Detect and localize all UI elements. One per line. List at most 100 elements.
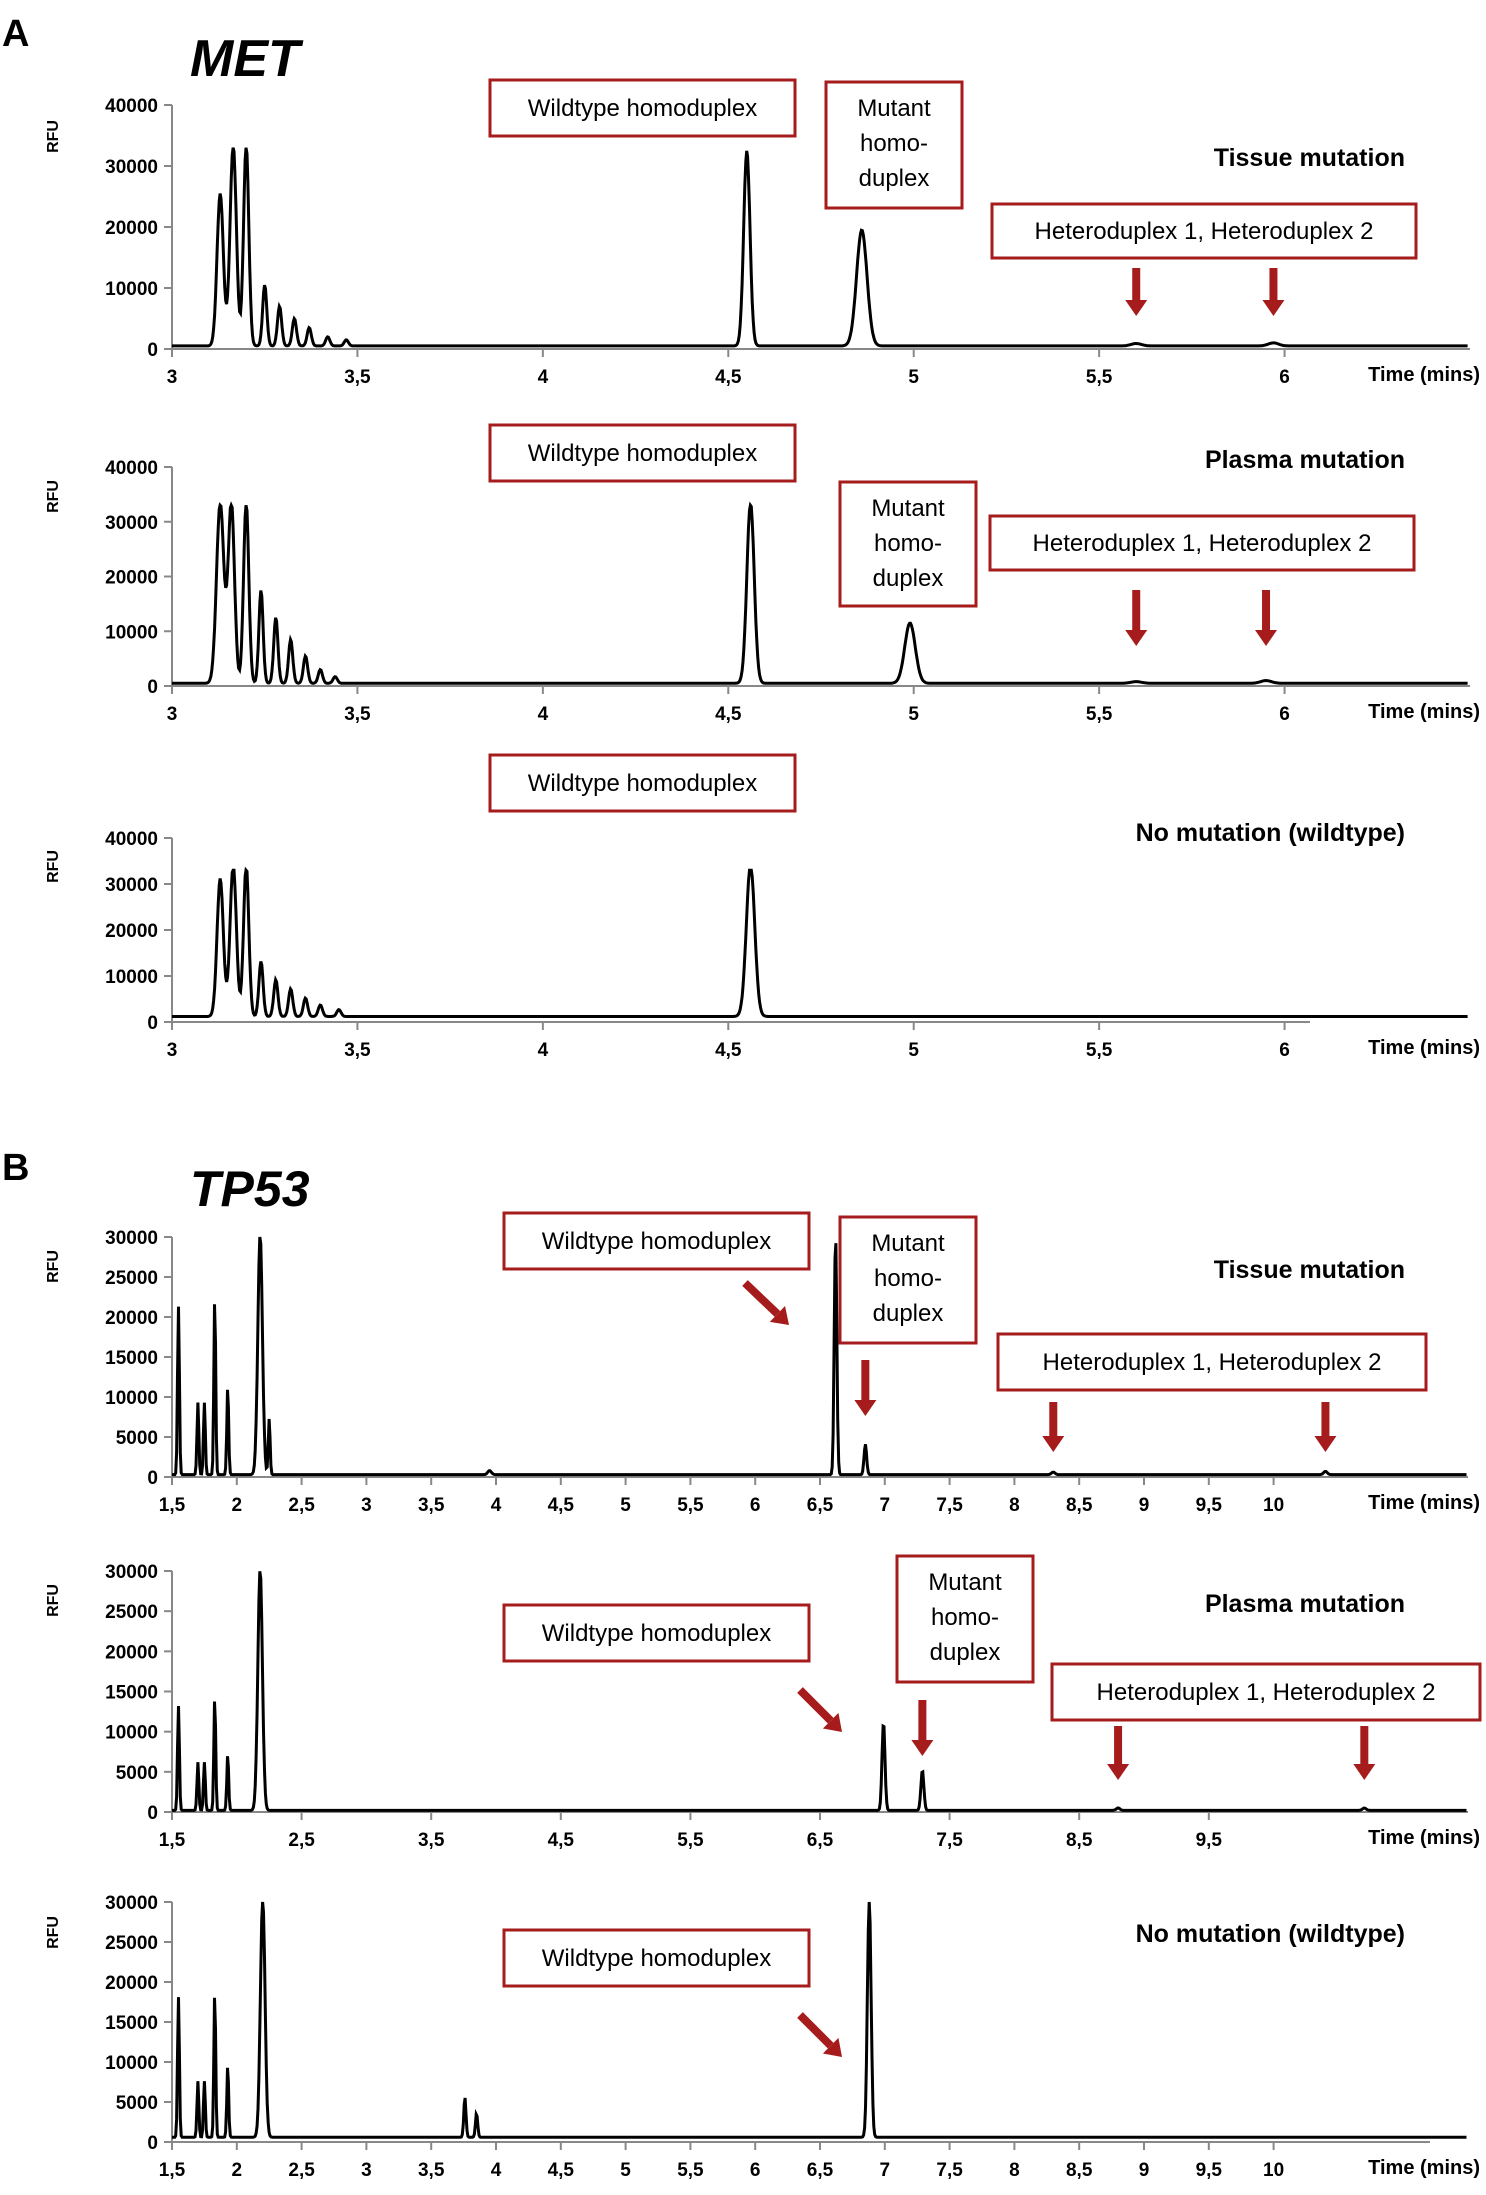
y-axis-label: RFU [45, 120, 62, 153]
y-tick-label: 25000 [105, 1268, 158, 1289]
x-tick-label: 9,5 [1196, 1830, 1223, 1851]
heteroduplex-label: Heteroduplex 1, Heteroduplex 2 [1043, 1349, 1382, 1376]
x-axis-label: Time (mins) [1368, 701, 1480, 723]
x-tick-label: 2 [232, 1495, 243, 1516]
x-tick-label: 8 [1009, 2160, 1020, 2181]
x-tick-label: 7 [880, 2160, 891, 2181]
x-tick-label: 5,5 [677, 1830, 704, 1851]
mutant-arrow-head [911, 1740, 934, 1756]
x-tick-label: 4 [538, 704, 549, 725]
chart-tp53-2: 0 5000 10000 15000 20000 25000 30000 1,5 2,5 3,5 4… [45, 1554, 1482, 1851]
condition-label: Plasma mutation [1205, 1590, 1405, 1618]
y-tick-label: 0 [147, 1803, 158, 1824]
x-tick-label: 3,5 [418, 1830, 445, 1851]
mutant-label: homo- [860, 130, 928, 157]
chromatogram-trace [172, 501, 1468, 685]
condition-label: No mutation (wildtype) [1136, 819, 1405, 847]
heteroduplex-box [996, 1332, 1428, 1392]
y-tick-label: 20000 [105, 218, 158, 239]
heteroduplex-arrow-2-head [1314, 1436, 1337, 1452]
wildtype-box [488, 78, 797, 138]
y-axis-label: RFU [45, 850, 62, 883]
x-tick-label: 5 [908, 1040, 919, 1061]
heteroduplex-label: Heteroduplex 1, Heteroduplex 2 [1035, 218, 1374, 245]
y-tick-label: 0 [147, 1468, 158, 1489]
y-axis-label: RFU [45, 1250, 62, 1283]
x-tick-label: 2,5 [288, 1495, 315, 1516]
condition-label: Tissue mutation [1214, 1256, 1405, 1284]
heteroduplex-label: Heteroduplex 1, Heteroduplex 2 [1097, 1679, 1436, 1706]
condition-label: Tissue mutation [1214, 144, 1405, 172]
mutant-label: Mutant [871, 1230, 945, 1257]
y-tick-label: 30000 [105, 875, 158, 896]
x-tick-label: 4 [491, 1495, 502, 1516]
y-tick-label: 10000 [105, 1723, 158, 1744]
mutant-box [895, 1554, 1035, 1684]
x-axis-label: Time (mins) [1368, 1037, 1480, 1059]
x-tick-label: 4,5 [548, 1830, 575, 1851]
heteroduplex-arrow-2-head [1255, 630, 1278, 646]
y-tick-label: 20000 [105, 921, 158, 942]
condition-label: Plasma mutation [1205, 446, 1405, 474]
x-tick-label: 5 [908, 704, 919, 725]
x-axis-label: Time (mins) [1368, 1827, 1480, 1849]
x-tick-label: 5,5 [677, 1495, 704, 1516]
x-tick-label: 4,5 [715, 704, 742, 725]
y-tick-label: 25000 [105, 1933, 158, 1954]
panel-title-met: MET [190, 30, 304, 88]
y-tick-label: 20000 [105, 1308, 158, 1329]
y-tick-label: 20000 [105, 1973, 158, 1994]
heteroduplex-box [988, 514, 1416, 572]
x-tick-label: 7,5 [936, 2160, 963, 2181]
wildtype-label: Wildtype homoduplex [528, 95, 757, 122]
y-tick-label: 0 [147, 677, 158, 698]
wildtype-label: Wildtype homoduplex [528, 440, 757, 467]
chart-met-2: 0 10000 20000 30000 40000 3 3,5 4 4,5 5 5,5 6 RFU Tim… [45, 423, 1480, 725]
y-tick-label: 30000 [105, 157, 158, 178]
mutant-label: duplex [873, 1300, 944, 1327]
chromatogram-trace [172, 147, 1468, 348]
mutant-label: homo- [931, 1604, 999, 1631]
wildtype-arrow-head [822, 1712, 842, 1732]
y-tick-label: 0 [147, 340, 158, 361]
y-tick-label: 0 [147, 1013, 158, 1034]
x-tick-label: 9 [1139, 1495, 1150, 1516]
heteroduplex-arrow-1-head [1107, 1764, 1130, 1780]
x-tick-label: 9 [1139, 2160, 1150, 2181]
y-tick-label: 15000 [105, 1683, 158, 1704]
x-tick-label: 8 [1009, 1495, 1020, 1516]
x-axis-label: Time (mins) [1368, 1492, 1480, 1514]
x-tick-label: 3 [167, 704, 178, 725]
mutant-label: duplex [873, 565, 944, 592]
mutant-box [838, 1215, 978, 1345]
heteroduplex-arrow-2-head [1353, 1764, 1376, 1780]
wildtype-label: Wildtype homoduplex [542, 1228, 771, 1255]
x-tick-label: 7,5 [936, 1830, 963, 1851]
wildtype-label: Wildtype homoduplex [542, 1945, 771, 1972]
wildtype-arrow-shaft [797, 1687, 834, 1724]
x-tick-label: 5 [620, 1495, 631, 1516]
x-tick-label: 1,5 [159, 1495, 186, 1516]
chromatogram-trace [172, 866, 1468, 1018]
heteroduplex-box [990, 202, 1418, 260]
y-tick-label: 30000 [105, 1228, 158, 1249]
x-tick-label: 5 [620, 2160, 631, 2181]
x-tick-label: 6,5 [807, 1495, 834, 1516]
y-tick-label: 5000 [116, 1763, 158, 1784]
y-tick-label: 40000 [105, 458, 158, 479]
chromatogram-trace [172, 1901, 1467, 2139]
x-tick-label: 5 [908, 367, 919, 388]
wildtype-arrow-shaft [742, 1280, 781, 1317]
y-tick-label: 20000 [105, 568, 158, 589]
x-tick-label: 3 [361, 2160, 372, 2181]
y-tick-label: 0 [147, 2133, 158, 2154]
mutant-label: Mutant [871, 495, 945, 522]
wildtype-box [488, 753, 797, 813]
chromatogram-trace [172, 1571, 1467, 1812]
mutant-label: homo- [874, 530, 942, 557]
y-tick-label: 30000 [105, 1562, 158, 1583]
mutant-label: duplex [930, 1639, 1001, 1666]
y-tick-label: 30000 [105, 1893, 158, 1914]
y-axis-label: RFU [45, 1584, 62, 1617]
